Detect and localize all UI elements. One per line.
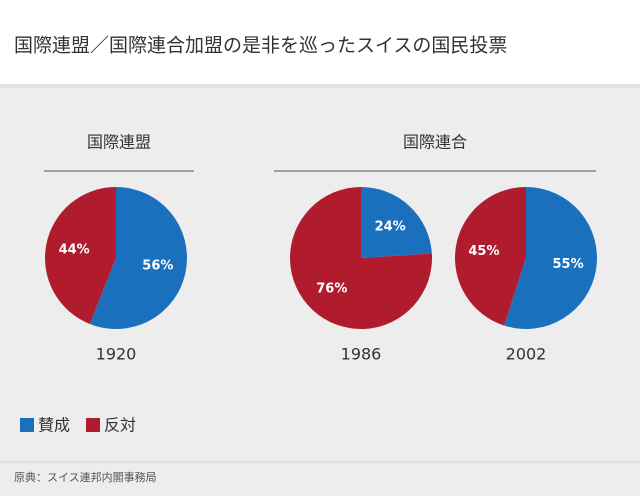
pie-year: 2002 bbox=[506, 345, 547, 364]
pie-slice bbox=[89, 187, 188, 329]
data-label: 76% bbox=[316, 282, 347, 297]
pie-year: 1920 bbox=[96, 345, 137, 364]
data-label: 45% bbox=[468, 244, 499, 259]
chart-title: 国際連盟／国際連合加盟の是非を巡ったスイスの国民投票 bbox=[14, 35, 507, 57]
pie-slice bbox=[504, 187, 597, 329]
header-bar bbox=[0, 0, 640, 84]
pie-year: 1986 bbox=[341, 345, 382, 364]
legend-swatch bbox=[86, 418, 101, 432]
group-title: 国際連盟 bbox=[87, 133, 151, 152]
legend-swatch bbox=[20, 418, 34, 432]
data-label: 56% bbox=[142, 258, 173, 273]
header-shadow bbox=[0, 84, 640, 88]
data-label: 24% bbox=[375, 219, 406, 234]
legend-label: 反対 bbox=[104, 416, 136, 435]
pie-slice bbox=[361, 187, 432, 258]
pie-slice bbox=[289, 187, 432, 329]
pie-slice bbox=[44, 187, 116, 325]
data-label: 55% bbox=[553, 257, 584, 272]
legend-label: 賛成 bbox=[38, 416, 70, 435]
source: 原典：スイス連邦内閣事務局 bbox=[14, 470, 157, 484]
pie-slice bbox=[455, 187, 526, 326]
group-title: 国際連合 bbox=[403, 133, 467, 152]
data-label: 44% bbox=[59, 243, 90, 258]
